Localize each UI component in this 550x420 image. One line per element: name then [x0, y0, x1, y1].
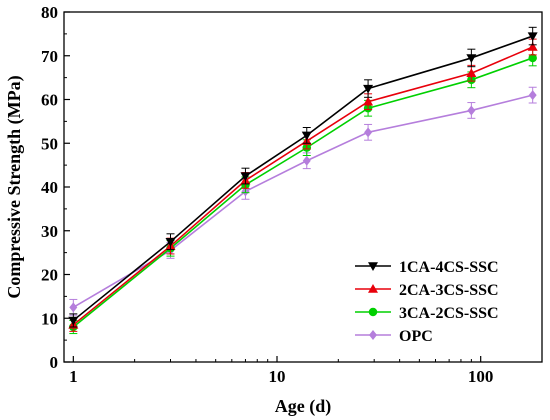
data-point	[528, 90, 537, 101]
y-tick-label: 60	[41, 91, 58, 110]
series-3	[69, 86, 537, 316]
y-tick-label: 70	[41, 47, 58, 66]
legend-label: OPC	[399, 328, 433, 345]
legend-marker	[368, 262, 378, 271]
data-point	[466, 68, 477, 77]
legend-marker	[368, 284, 378, 293]
legend-item-1: 2CA-3CS-SSC	[355, 282, 499, 299]
y-tick-label: 20	[41, 266, 58, 285]
data-point	[466, 54, 477, 63]
x-axis-label: Age (d)	[275, 396, 332, 417]
data-point	[165, 237, 176, 247]
x-tick-label: 1	[69, 367, 78, 386]
x-tick-label: 100	[468, 367, 494, 386]
data-point	[301, 131, 312, 141]
y-axis-label: Compressive Strength (MPa)	[4, 75, 25, 298]
legend-marker	[368, 307, 378, 317]
y-tick-label: 10	[41, 309, 58, 328]
data-point	[302, 155, 311, 166]
legend-item-2: 3CA-2CS-SSC	[355, 305, 499, 322]
data-point	[364, 127, 373, 138]
x-tick-label: 10	[269, 367, 286, 386]
legend-item-0: 1CA-4CS-SSC	[355, 259, 499, 276]
data-point	[363, 96, 374, 106]
data-point	[363, 84, 374, 94]
data-point	[528, 53, 537, 63]
legend-label: 1CA-4CS-SSC	[399, 259, 499, 276]
y-tick-label: 0	[50, 353, 59, 372]
series-line-0	[72, 35, 533, 322]
data-point	[68, 316, 79, 326]
legend-label: 3CA-2CS-SSC	[399, 305, 499, 322]
data-point	[527, 42, 538, 51]
data-point	[527, 32, 538, 42]
series-layer	[68, 26, 538, 335]
data-point	[69, 302, 78, 313]
legend: 1CA-4CS-SSC 2CA-3CS-SSC 3CA-2CS-SSC OPC	[355, 259, 499, 345]
y-tick-label: 40	[41, 178, 58, 197]
y-tick-label: 50	[41, 134, 58, 153]
legend-marker	[369, 330, 377, 340]
data-point	[240, 172, 251, 182]
legend-item-3: OPC	[355, 328, 433, 345]
y-tick-label: 80	[41, 3, 58, 22]
y-tick-label: 30	[41, 222, 58, 241]
axis-ticks: 0 10 20 30 40 50 60 70 80 1 10 100	[41, 3, 543, 386]
legend-label: 2CA-3CS-SSC	[399, 282, 499, 299]
series-0	[68, 26, 538, 328]
data-point	[467, 105, 476, 116]
